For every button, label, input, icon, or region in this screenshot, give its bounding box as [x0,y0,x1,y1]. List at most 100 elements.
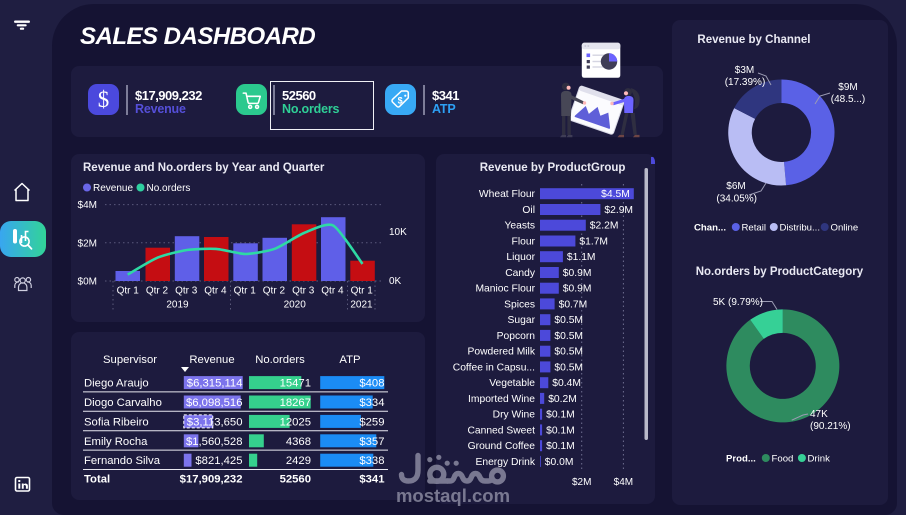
svg-text:$0.2M: $0.2M [548,394,577,405]
svg-text:Dry Wine: Dry Wine [493,410,536,421]
svg-text:Revenue: Revenue [93,183,133,194]
svg-text:Sugar: Sugar [508,315,536,326]
svg-text:10K: 10K [389,227,407,238]
svg-text:Powdered Milk: Powdered Milk [467,347,535,358]
svg-text:$259: $259 [359,416,384,428]
svg-text:$0.1M: $0.1M [546,425,575,436]
svg-text:Qtr 3: Qtr 3 [175,286,198,297]
svg-text:(34.05%): (34.05%) [716,194,757,205]
svg-text:$6,098,516: $6,098,516 [186,397,243,409]
svg-text:Distribu...: Distribu... [780,223,821,234]
svg-text:Retail: Retail [742,223,767,234]
svg-text:4368: 4368 [286,436,311,448]
svg-text:Qtr 1: Qtr 1 [234,286,257,297]
svg-text:$0M: $0M [78,277,97,288]
svg-text:Coffee in Capsu...: Coffee in Capsu... [453,362,535,373]
svg-text:$0.7M: $0.7M [559,299,588,310]
svg-text:(90.21%): (90.21%) [810,421,851,432]
svg-text:Popcorn: Popcorn [497,331,536,342]
svg-text:Liquor: Liquor [506,252,535,263]
svg-text:Qtr 2: Qtr 2 [263,286,286,297]
svg-text:$0.9M: $0.9M [563,284,592,295]
svg-text:No.orders by ProductCategory: No.orders by ProductCategory [696,266,864,278]
svg-text:Candy: Candy [505,268,536,279]
svg-text:$0.5M: $0.5M [554,331,583,342]
svg-text:Spices: Spices [504,299,535,310]
svg-text:$3M: $3M [735,65,754,76]
svg-text:$0.5M: $0.5M [554,315,583,326]
svg-text:2021: 2021 [350,300,373,311]
svg-text:$6M: $6M [726,181,745,192]
svg-text:Qtr 3: Qtr 3 [292,286,315,297]
svg-text:$334: $334 [359,397,384,409]
svg-text:Revenue and No.orders by Year: Revenue and No.orders by Year and Quarte… [83,162,325,174]
svg-text:Chan...: Chan... [694,223,726,234]
svg-text:Ground Coffee: Ground Coffee [468,441,536,452]
svg-text:Flour: Flour [512,237,536,248]
svg-text:Imported Wine: Imported Wine [468,394,535,405]
svg-text:$338: $338 [359,455,384,467]
svg-text:$0.0M: $0.0M [545,457,574,468]
svg-text:ATP: ATP [339,354,360,366]
svg-text:Manioc Flour: Manioc Flour [475,284,535,295]
svg-text:$0.1M: $0.1M [546,410,575,421]
svg-text:Qtr 2: Qtr 2 [146,286,169,297]
svg-text:Qtr 4: Qtr 4 [321,286,344,297]
svg-text:$2.9M: $2.9M [604,205,633,216]
svg-text:(17.39%): (17.39%) [725,77,766,88]
svg-text:Energy Drink: Energy Drink [475,457,535,468]
svg-text:Food: Food [772,454,794,465]
svg-text:Total: Total [84,474,110,486]
svg-text:Revenue by Channel: Revenue by Channel [697,34,810,46]
svg-text:Qtr 4: Qtr 4 [204,286,227,297]
svg-text:$2M: $2M [572,477,591,488]
svg-text:Canned Sweet: Canned Sweet [467,425,535,436]
svg-text:Fernando Silva: Fernando Silva [84,455,161,467]
svg-text:Prod...: Prod... [726,454,756,465]
svg-text:Diogo Carvalho: Diogo Carvalho [84,397,162,409]
svg-text:$6,315,114: $6,315,114 [187,378,243,390]
svg-text:Revenue: Revenue [189,354,234,366]
svg-text:$0.5M: $0.5M [554,362,583,373]
svg-text:Supervisor: Supervisor [103,354,157,366]
svg-text:$408: $408 [359,378,384,390]
svg-text:$17,909,232: $17,909,232 [180,474,243,486]
svg-text:2429: 2429 [286,455,311,467]
svg-text:Online: Online [831,223,859,234]
svg-text:$9M: $9M [838,82,857,93]
svg-text:Revenue by ProductGroup: Revenue by ProductGroup [480,162,626,174]
svg-text:(48.5...): (48.5...) [831,94,865,105]
svg-text:$1.1M: $1.1M [567,252,596,263]
svg-text:$3,113,650: $3,113,650 [187,416,243,428]
svg-text:2020: 2020 [284,300,307,311]
svg-text:$341: $341 [359,474,384,486]
svg-text:mostaql.com: mostaql.com [396,485,510,506]
svg-text:15471: 15471 [280,378,311,390]
svg-text:2019: 2019 [166,300,189,311]
svg-text:$: $ [397,95,402,105]
svg-text:12025: 12025 [280,416,311,428]
svg-text:5K (9.79%): 5K (9.79%) [713,297,763,308]
svg-text:0K: 0K [389,276,402,287]
svg-text:$2M: $2M [78,238,97,249]
svg-text:$821,425: $821,425 [195,455,242,467]
svg-text:$357: $357 [359,436,384,448]
svg-text:$4M: $4M [78,200,97,211]
svg-text:$4.5M: $4.5M [601,189,630,200]
svg-text:$1,560,528: $1,560,528 [186,436,243,448]
svg-text:Qtr 1: Qtr 1 [351,286,374,297]
svg-text:52560: 52560 [280,474,311,486]
svg-text:No.orders: No.orders [147,183,191,194]
svg-text:47K: 47K [810,409,828,420]
svg-text:$1.7M: $1.7M [579,237,608,248]
svg-text:Emily Rocha: Emily Rocha [84,436,148,448]
svg-text:No.orders: No.orders [255,354,305,366]
svg-text:Qtr 1: Qtr 1 [117,286,140,297]
svg-text:Wheat Flour: Wheat Flour [479,189,536,200]
svg-text:18267: 18267 [280,397,311,409]
svg-text:Yeasts: Yeasts [504,221,535,232]
svg-text:$4M: $4M [614,477,633,488]
svg-text:$2.2M: $2.2M [590,221,619,232]
svg-text:Oil: Oil [522,205,535,216]
svg-text:$0.9M: $0.9M [563,268,592,279]
